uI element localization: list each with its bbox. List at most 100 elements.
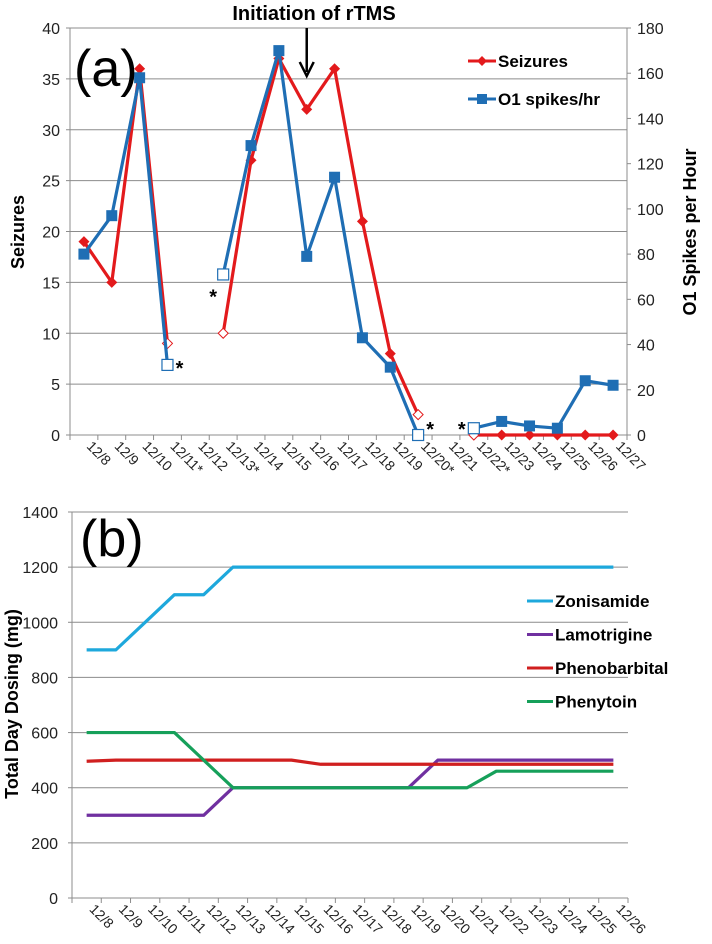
a-asterisks: * * * * xyxy=(176,287,466,441)
a-y-tick-label: 5 xyxy=(51,377,60,394)
a-data-point xyxy=(161,358,174,372)
b-series xyxy=(86,565,614,817)
a-series-line xyxy=(221,49,420,436)
a-y2-tick-label: 80 xyxy=(637,247,655,264)
b-series-phenobarbital xyxy=(86,758,614,766)
legend-phenytoin-label: Phenytoin xyxy=(555,693,637,712)
a-data-point xyxy=(106,276,118,288)
b-y-axis-title: Total Day Dosing (mg) xyxy=(2,609,22,799)
panel-a-seizures-chart: 0 5 10 15 20 25 30 35 40 0 20 40 60 80 100 120 140 160 18… xyxy=(8,3,700,478)
b-y-tick-label: 0 xyxy=(49,891,58,908)
a-series-line xyxy=(82,67,170,344)
b-x-tick-label: 12/16 xyxy=(321,901,357,937)
b-gridlines xyxy=(72,511,628,844)
b-x-tick-label: 12/26 xyxy=(613,901,649,937)
a-data-point xyxy=(245,140,257,152)
a-legend: Seizures O1 spikes/hr xyxy=(468,52,600,109)
a-series-line xyxy=(82,76,170,366)
a-y2-tick-label: 140 xyxy=(637,111,664,128)
b-y-tick-label: 400 xyxy=(31,781,58,798)
a-y2-tick-label: 0 xyxy=(637,428,646,445)
a-data-point xyxy=(524,429,536,441)
legend-spikes-label: O1 spikes/hr xyxy=(498,90,600,109)
a-y-tick-label: 35 xyxy=(42,72,60,89)
a-data-point xyxy=(329,63,341,75)
a-right-tick-labels: 0 20 40 60 80 100 120 140 160 180 xyxy=(637,21,664,445)
b-x-tick-label: 12/25 xyxy=(584,901,620,937)
panel-label-b: (b) xyxy=(80,510,144,568)
a-data-point xyxy=(496,415,508,427)
a-data-point xyxy=(301,250,313,262)
a-data-point xyxy=(524,420,536,432)
b-x-tick-label: 12/19 xyxy=(408,901,444,937)
a-y2-tick-label: 160 xyxy=(637,66,664,83)
asterisk-marker: * xyxy=(458,419,466,441)
b-x-tick-label: 12/13 xyxy=(233,901,269,937)
asterisk-marker: * xyxy=(176,358,184,380)
b-x-tick-label: 12/20 xyxy=(438,901,474,937)
a-data-point xyxy=(607,429,619,441)
a-series-o1-spikes-hr xyxy=(78,45,619,442)
b-x-tick-label: 12/10 xyxy=(145,901,181,937)
a-data-point xyxy=(273,45,285,57)
a-x-tick-label: 12/24 xyxy=(529,438,565,474)
a-data-point xyxy=(551,422,563,434)
a-data-point xyxy=(412,428,425,442)
a-y-tick-label: 10 xyxy=(42,326,60,343)
b-y-tick-labels: 0 200 400 600 800 1000 1200 1400 xyxy=(22,505,58,908)
a-data-point xyxy=(301,103,313,115)
a-y2-tick-label: 40 xyxy=(637,338,655,355)
a-data-point xyxy=(134,63,146,75)
b-y-tick-label: 1400 xyxy=(22,505,58,522)
a-data-point xyxy=(384,348,396,360)
a-series xyxy=(78,45,619,442)
b-x-tick-label: 12/21 xyxy=(467,901,503,937)
legend-lamotrigine-label: Lamotrigine xyxy=(555,626,652,645)
b-series-zonisamide xyxy=(86,565,614,652)
a-data-point xyxy=(607,379,619,391)
a-y-tick-label: 40 xyxy=(42,21,60,38)
a-x-tick-label: 12/16 xyxy=(307,438,343,474)
b-series-phenytoin xyxy=(86,730,614,790)
a-data-point xyxy=(329,171,341,183)
a-data-point xyxy=(78,248,90,260)
a-x-tick-label: 12/9 xyxy=(112,438,143,469)
a-series-line xyxy=(473,379,614,430)
b-y-tick-label: 1200 xyxy=(22,560,58,577)
a-data-point xyxy=(467,422,480,435)
a-y-tick-label: 30 xyxy=(42,123,60,140)
a-y2-tick-label: 120 xyxy=(637,157,664,174)
b-x-tick-labels: 12/812/912/1012/1112/1212/1312/1412/1512… xyxy=(87,901,650,937)
annotation-rtms: Initiation of rTMS xyxy=(232,3,395,25)
panel-label-a: (a) xyxy=(74,40,138,98)
asterisk-marker: * xyxy=(426,419,434,441)
a-data-point xyxy=(106,210,118,222)
legend-seizures-marker xyxy=(477,56,487,66)
a-x-tick-label: 12/25 xyxy=(557,438,593,474)
annotation-arrow-icon xyxy=(298,28,315,79)
b-y-tick-label: 600 xyxy=(31,726,58,743)
legend-seizures-label: Seizures xyxy=(498,52,568,71)
a-x-tick-label: 12/19 xyxy=(390,438,426,474)
a-data-point xyxy=(217,268,230,281)
b-x-tick-label: 12/23 xyxy=(525,901,561,937)
a-data-point xyxy=(134,72,146,84)
a-x-tick-label: 12/8 xyxy=(84,438,115,469)
asterisk-marker: * xyxy=(209,287,217,309)
a-x-tick-labels: 12/812/912/1012/11*12/1212/13*12/1412/15… xyxy=(84,438,649,478)
a-x-tick-label: 12/17 xyxy=(334,438,370,474)
legend-phenobarbital-label: Phenobarbital xyxy=(555,659,668,678)
a-y2-tick-label: 20 xyxy=(637,383,655,400)
a-series-line xyxy=(221,56,420,416)
b-legend: Zonisamide Lamotrigine Phenobarbital Phenyt… xyxy=(527,592,668,712)
a-y2-axis-title: O1 Spikes per Hour xyxy=(680,148,700,315)
a-data-point xyxy=(356,215,368,227)
a-x-tick-label: 12/10 xyxy=(140,438,176,474)
b-x-tick-label: 12/11 xyxy=(174,901,210,937)
legend-spikes-marker xyxy=(477,94,487,104)
b-x-tick-label: 12/22 xyxy=(496,901,532,937)
b-x-tick-label: 12/8 xyxy=(87,901,118,932)
b-axes xyxy=(68,511,629,903)
a-y2-tick-label: 180 xyxy=(637,21,664,38)
a-y2-tick-label: 100 xyxy=(637,202,664,219)
